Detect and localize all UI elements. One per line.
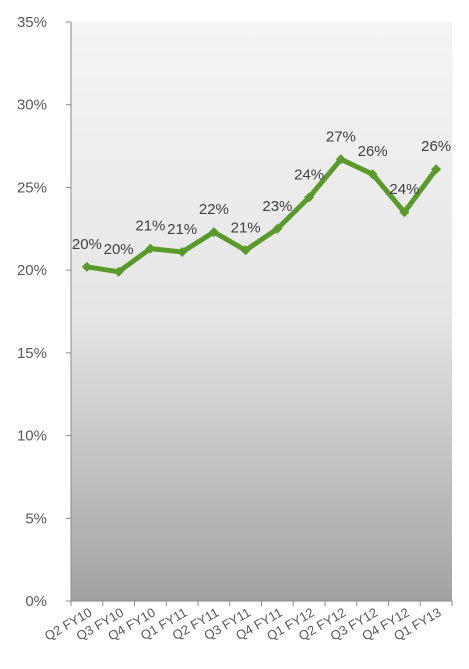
data-label: 26% bbox=[421, 138, 451, 155]
data-label: 22% bbox=[199, 201, 229, 218]
data-label: 27% bbox=[326, 128, 356, 145]
plot-area bbox=[71, 22, 452, 601]
y-tick-label: 30% bbox=[17, 97, 47, 114]
data-point-marker bbox=[272, 223, 283, 234]
data-label: 20% bbox=[104, 241, 134, 258]
data-point-marker bbox=[208, 227, 219, 238]
data-label: 23% bbox=[262, 198, 292, 215]
data-point-marker bbox=[113, 266, 124, 277]
data-label: 20% bbox=[72, 236, 102, 253]
data-labels: 20% 20%21% 21%22%21%23%24%27%26%24%26% bbox=[72, 128, 451, 257]
data-point-marker bbox=[399, 207, 410, 218]
data-label: 21% bbox=[231, 219, 261, 236]
y-tick-label: 20% bbox=[17, 262, 47, 279]
data-point-marker bbox=[145, 243, 156, 254]
y-tick-label: 10% bbox=[17, 428, 47, 445]
y-tick-label: 5% bbox=[25, 510, 47, 527]
data-point-marker bbox=[240, 245, 251, 256]
data-label: 26% bbox=[358, 143, 388, 160]
data-label: 21% bbox=[167, 221, 197, 238]
data-label: 24% bbox=[294, 166, 324, 183]
y-tick-label: 0% bbox=[25, 593, 47, 610]
y-axis-tick-labels: 0% 5% 10% 15% 20% 25% 30% 35% bbox=[17, 14, 71, 610]
data-point-marker bbox=[431, 164, 442, 175]
y-tick-label: 25% bbox=[17, 179, 47, 196]
y-tick-label: 35% bbox=[17, 14, 47, 31]
series-line bbox=[84, 156, 439, 275]
data-point-marker bbox=[335, 154, 346, 165]
data-label: 24% bbox=[389, 181, 419, 198]
series-group bbox=[81, 154, 442, 277]
data-point-marker bbox=[177, 246, 188, 257]
y-tick-label: 15% bbox=[17, 345, 47, 362]
data-point-marker bbox=[81, 261, 92, 272]
data-label: 21% bbox=[135, 218, 165, 235]
data-point-marker bbox=[367, 169, 378, 180]
data-point-marker bbox=[304, 192, 315, 203]
